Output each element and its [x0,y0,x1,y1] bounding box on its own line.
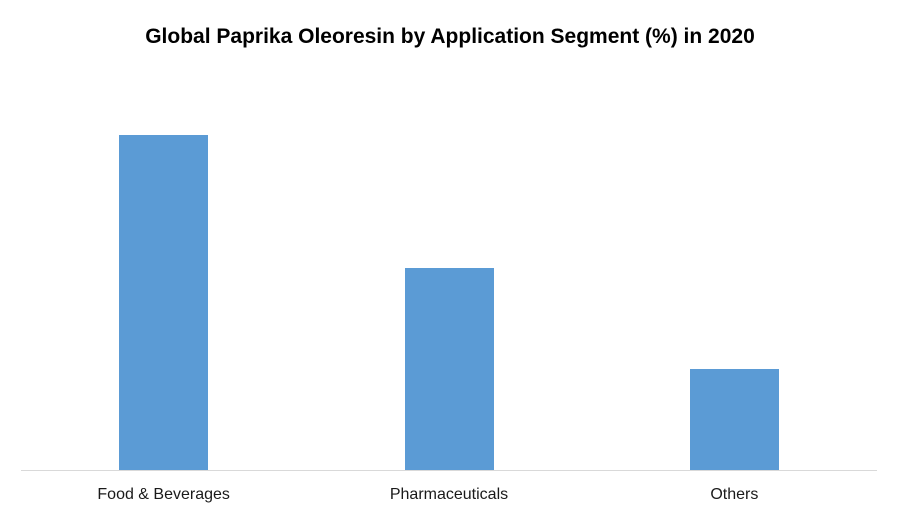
x-axis-label-others: Others [710,486,759,503]
bar-food-beverages [119,135,209,470]
chart-title: Global Paprika Oleoresin by Application … [145,25,755,48]
x-axis-label-pharmaceuticals: Pharmaceuticals [389,486,509,503]
bar-others [689,369,779,470]
bar-pharmaceuticals [404,268,494,470]
plot-area [21,91,877,470]
x-axis-label-food-beverages: Food & Beverages [97,486,230,503]
x-axis-labels: Food & Beverages Pharmaceuticals Others [21,486,877,510]
x-axis-line [21,470,877,471]
